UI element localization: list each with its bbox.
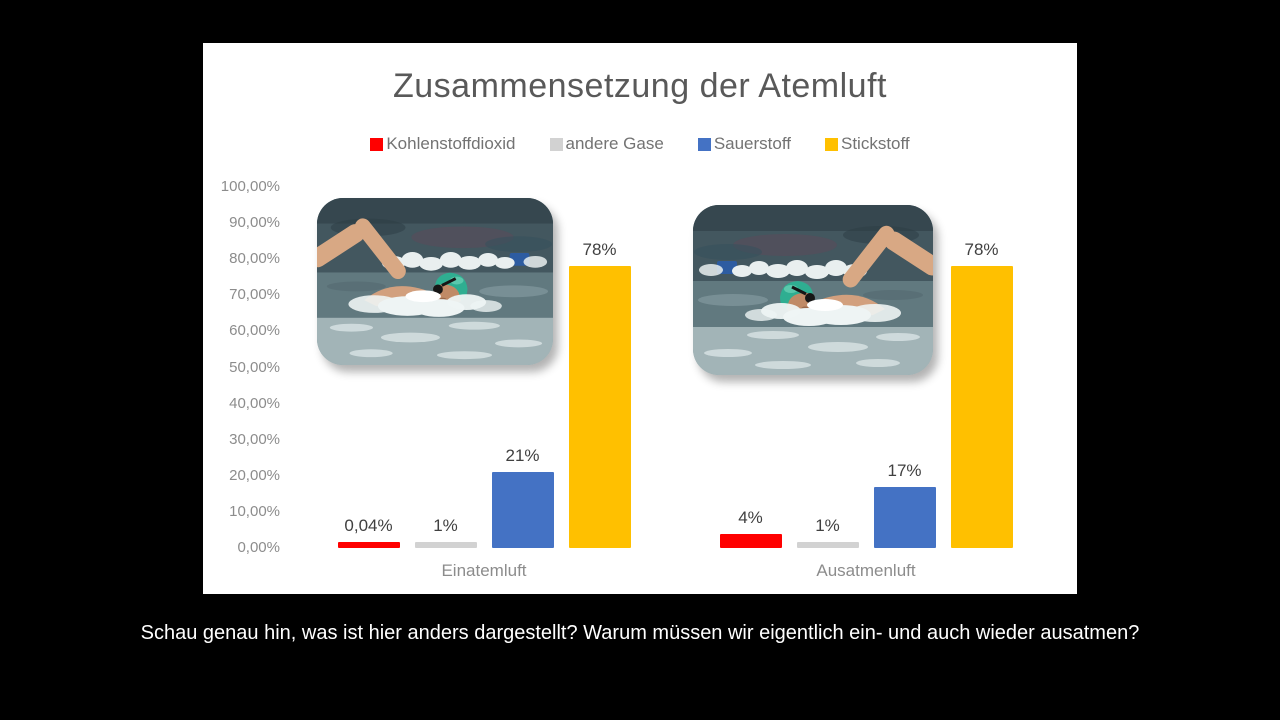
- y-axis-tick: 80,00%: [229, 250, 280, 268]
- bar-andere-gase-ausatmenluft: [796, 542, 859, 548]
- y-axis-tick: 50,00%: [229, 358, 280, 376]
- bar-stickstoff-ausatmenluft: [950, 266, 1013, 548]
- legend-item-andere-gase: andere Gase: [549, 134, 664, 154]
- y-axis-tick: 0,00%: [237, 539, 280, 556]
- bar-andere-gase-einatemluft: [414, 542, 477, 548]
- bar-data-label: 1%: [815, 516, 840, 535]
- y-axis-tick: 70,00%: [229, 286, 280, 304]
- y-axis-tick: 40,00%: [229, 394, 280, 412]
- y-axis-tick: 60,00%: [229, 322, 280, 340]
- chart-legend: Kohlenstoffdioxid andere Gase Sauerstoff…: [203, 134, 1077, 154]
- plot-area: 0,00% 10,00% 20,00% 30,00% 40,00% 50,00% 60,00…: [203, 43, 1077, 594]
- legend-item-kohlenstoffdioxid: Kohlenstoffdioxid: [370, 134, 516, 154]
- legend-label: Stickstoff: [841, 134, 910, 153]
- bar-data-label: 78%: [582, 240, 617, 260]
- legend-swatch-blue-icon: [697, 137, 711, 151]
- bar-sauerstoff-ausatmenluft: [873, 486, 936, 548]
- y-axis-tick: 10,00%: [229, 502, 280, 520]
- category-label-einatemluft: Einatemluft: [441, 561, 527, 580]
- y-axis-tick: 100,00%: [220, 178, 280, 195]
- y-axis-tick: 90,00%: [229, 214, 280, 232]
- y-axis-tick: 20,00%: [229, 466, 280, 484]
- bar-sauerstoff-einatemluft: [491, 472, 554, 548]
- slide-caption: Schau genau hin, was ist hier anders dar…: [140, 622, 1140, 644]
- legend-swatch-gray-icon: [549, 137, 563, 151]
- bar-kohlenstoffdioxid-ausatmenluft: [719, 533, 782, 548]
- y-axis-tick: 30,00%: [229, 430, 280, 448]
- bar-data-label: 78%: [964, 240, 999, 260]
- bar-data-label: 4%: [738, 507, 763, 527]
- bar-data-label: 0,04%: [344, 516, 393, 535]
- legend-item-stickstoff: Stickstoff: [825, 134, 910, 154]
- category-label-ausatmenluft: Ausatmenluft: [816, 561, 916, 580]
- legend-label: Sauerstoff: [713, 134, 791, 153]
- legend-item-sauerstoff: Sauerstoff: [697, 134, 791, 154]
- bar-data-label: 21%: [505, 446, 540, 466]
- bar-stickstoff-einatemluft: [568, 266, 631, 548]
- legend-label: Kohlenstoffdioxid: [386, 134, 516, 153]
- chart-panel: Zusammensetzung der Atemluft Kohlenstoff…: [203, 43, 1077, 594]
- bar-kohlenstoffdioxid-einatemluft: [337, 542, 400, 548]
- swimmer-photo-right: [693, 205, 933, 375]
- bar-data-label: 1%: [433, 516, 458, 535]
- legend-swatch-red-icon: [370, 137, 384, 151]
- legend-swatch-yellow-icon: [825, 137, 838, 151]
- swimmer-photo-left: [317, 198, 553, 365]
- bar-data-label: 17%: [887, 460, 922, 480]
- legend-label: andere Gase: [565, 134, 664, 153]
- chart-title: Zusammensetzung der Atemluft: [392, 67, 887, 105]
